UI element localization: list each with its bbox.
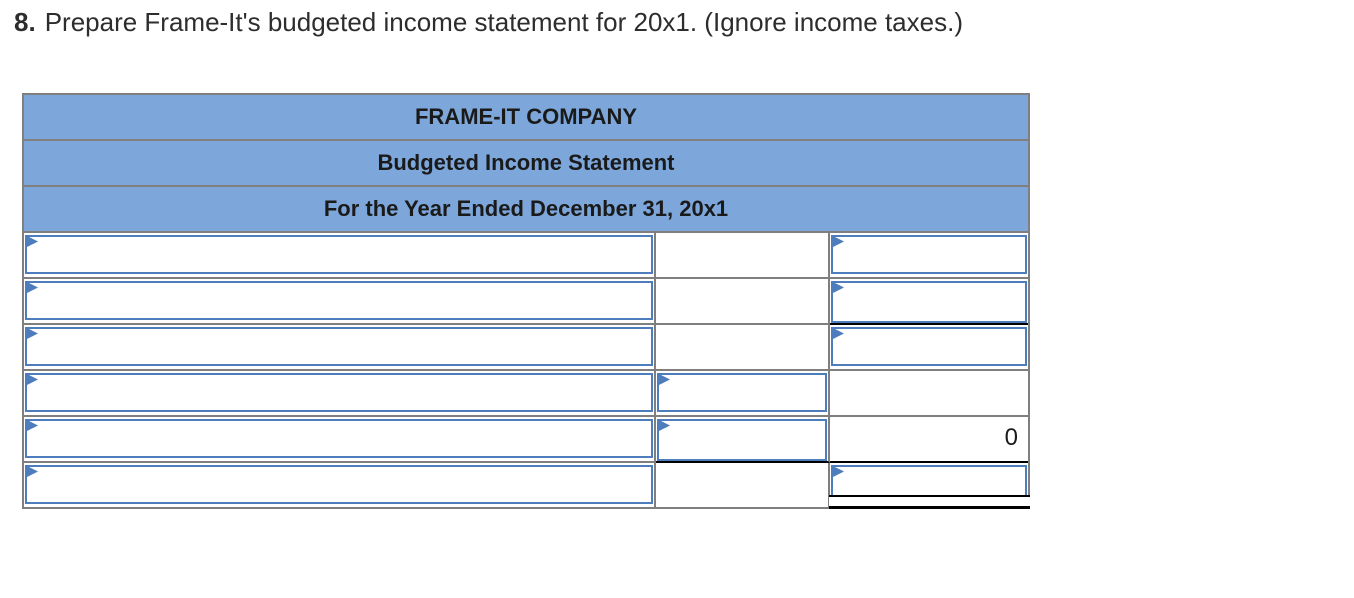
statement-cell — [656, 417, 830, 463]
statement-cell — [830, 371, 1028, 417]
answer-dropdown-input[interactable] — [25, 373, 653, 412]
statement-cell — [656, 463, 830, 507]
dropdown-flag-icon — [831, 327, 844, 340]
answer-dropdown-input[interactable] — [25, 281, 653, 320]
statement-cell — [24, 463, 656, 507]
cell-text — [656, 325, 828, 369]
dropdown-flag-icon — [657, 419, 670, 432]
question-instruction: 8. Prepare Frame-It's budgeted income sta… — [14, 7, 963, 38]
statement-row — [24, 279, 1028, 325]
dropdown-flag-icon — [25, 327, 38, 340]
statement-cell: 0 — [830, 417, 1028, 463]
answer-value — [833, 467, 1025, 501]
dropdown-flag-icon — [25, 465, 38, 478]
answer-value — [27, 283, 651, 318]
statement-cell — [656, 371, 830, 417]
dropdown-flag-icon — [831, 281, 844, 294]
answer-dropdown-input[interactable] — [25, 419, 653, 458]
statement-cell — [830, 279, 1028, 325]
cell-text — [656, 463, 828, 507]
statement-cell — [24, 417, 656, 463]
answer-value — [833, 237, 1025, 272]
statement-body: 0 — [24, 233, 1030, 509]
cell-text — [656, 279, 828, 323]
statement-row — [24, 371, 1028, 417]
statement-cell — [656, 233, 830, 279]
statement-company-header: FRAME-IT COMPANY — [24, 95, 1028, 141]
dropdown-flag-icon — [25, 419, 38, 432]
answer-value — [27, 329, 651, 364]
statement-cell — [656, 325, 830, 371]
answer-dropdown-input[interactable] — [831, 465, 1027, 503]
answer-dropdown-input[interactable] — [831, 235, 1027, 274]
dropdown-flag-icon — [25, 235, 38, 248]
cell-text — [830, 371, 1028, 415]
statement-row: 0 — [24, 417, 1028, 463]
statement-cell — [24, 371, 656, 417]
dropdown-flag-icon — [25, 281, 38, 294]
statement-cell — [24, 279, 656, 325]
statement-title-header: Budgeted Income Statement — [24, 141, 1028, 187]
answer-value — [833, 329, 1025, 364]
answer-value — [833, 283, 1025, 321]
statement-row — [24, 233, 1028, 279]
answer-value — [27, 421, 651, 456]
answer-value — [27, 375, 651, 410]
answer-dropdown-input[interactable] — [25, 465, 653, 504]
question-number: 8. — [14, 7, 36, 37]
cell-text: 0 — [1004, 424, 1018, 451]
statement-row — [24, 325, 1028, 371]
answer-dropdown-input[interactable] — [831, 327, 1027, 366]
answer-dropdown-input[interactable] — [657, 373, 827, 412]
answer-dropdown-input[interactable] — [25, 235, 653, 274]
answer-value — [27, 467, 651, 502]
statement-cell — [24, 325, 656, 371]
dropdown-flag-icon — [657, 373, 670, 386]
answer-value — [27, 237, 651, 272]
cell-text — [656, 233, 828, 277]
statement-cell — [24, 233, 656, 279]
dropdown-flag-icon — [831, 235, 844, 248]
statement-period-header: For the Year Ended December 31, 20x1 — [24, 187, 1028, 233]
answer-value — [659, 421, 825, 459]
statement-row — [24, 463, 1030, 509]
statement-cell — [830, 325, 1028, 371]
answer-dropdown-input[interactable] — [831, 281, 1027, 323]
budgeted-income-statement-table: FRAME-IT COMPANY Budgeted Income Stateme… — [22, 93, 1030, 509]
instruction-text: Prepare Frame-It's budgeted income state… — [44, 7, 963, 37]
statement-cell — [830, 233, 1028, 279]
dropdown-flag-icon — [25, 373, 38, 386]
answer-dropdown-input[interactable] — [657, 419, 827, 461]
answer-value — [659, 375, 825, 410]
statement-cell — [656, 279, 830, 325]
dropdown-flag-icon — [831, 465, 844, 478]
answer-dropdown-input[interactable] — [25, 327, 653, 366]
statement-cell — [829, 463, 1030, 509]
